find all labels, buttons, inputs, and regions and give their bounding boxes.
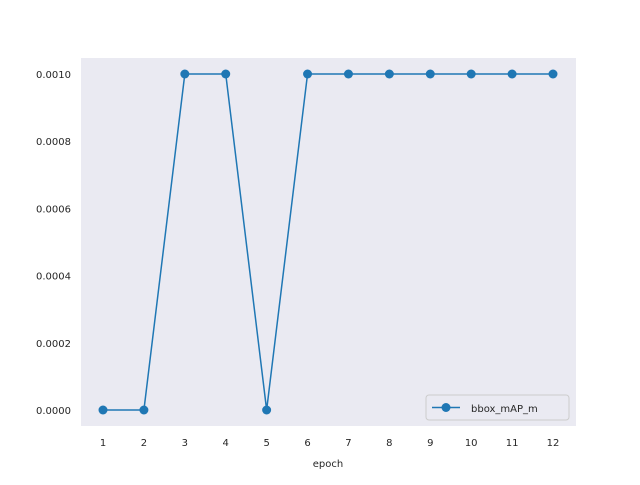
- legend-marker-swatch: [441, 403, 451, 412]
- x-tick-label: 2: [141, 438, 147, 449]
- plot-area: [81, 58, 576, 426]
- x-tick-label: 3: [182, 438, 188, 449]
- data-point: [384, 69, 394, 79]
- x-tick-label: 9: [427, 438, 433, 449]
- data-point: [139, 405, 149, 415]
- data-point: [425, 69, 435, 79]
- x-tick-label: 5: [263, 438, 269, 449]
- data-point: [262, 405, 272, 415]
- y-tick-label: 0.0006: [36, 204, 71, 215]
- series-layer: [98, 69, 558, 415]
- y-tick-label: 0.0000: [36, 406, 71, 417]
- x-tick-label: 12: [547, 438, 560, 449]
- data-point: [98, 405, 108, 415]
- y-tick-label: 0.0002: [36, 339, 71, 350]
- x-tick-label: 4: [223, 438, 229, 449]
- legend: bbox_mAP_m: [425, 394, 570, 421]
- y-tick-label: 0.0004: [36, 272, 71, 283]
- data-point: [303, 69, 313, 79]
- data-point: [343, 69, 353, 79]
- x-tick-label: 6: [304, 438, 310, 449]
- y-tick-labels: 0.0000 0.0002 0.0004 0.0006 0.0008 0.0010: [36, 70, 71, 417]
- y-tick-label: 0.0008: [36, 137, 71, 148]
- x-tick-label: 8: [386, 438, 392, 449]
- data-point: [466, 69, 476, 79]
- legend-box: [425, 394, 570, 421]
- legend-label: bbox_mAP_m: [471, 404, 538, 415]
- x-tick-label: 11: [506, 438, 519, 449]
- x-tick-labels: 1 2 3 4 5 6 7 8 9 10 11 12: [100, 438, 560, 449]
- data-point: [548, 69, 558, 79]
- y-tick-label: 0.0010: [36, 70, 71, 81]
- data-point: [180, 69, 190, 79]
- x-tick-label: 10: [465, 438, 478, 449]
- data-point: [507, 69, 517, 79]
- x-tick-label: 1: [100, 438, 106, 449]
- data-point: [221, 69, 231, 79]
- x-tick-label: 7: [345, 438, 351, 449]
- x-axis-label: epoch: [313, 459, 343, 470]
- series-line: [103, 73, 553, 411]
